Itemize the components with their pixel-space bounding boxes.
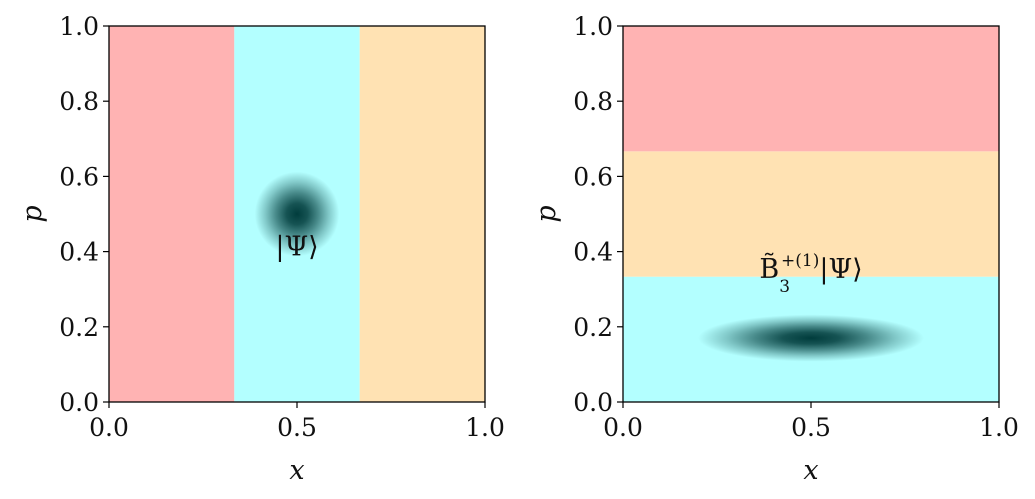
y-tick-label: 0.4	[59, 238, 99, 267]
y-tick-label: 0.8	[573, 87, 613, 116]
y-tick-label: 1.0	[573, 12, 613, 41]
region-0	[109, 26, 235, 402]
x-axis-label: x	[803, 455, 818, 486]
wavepacket-blob	[254, 171, 340, 257]
y-tick-label: 1.0	[59, 12, 99, 41]
operator-symbol: B̃	[759, 252, 779, 285]
operator-superscript: +(1)	[781, 251, 819, 271]
y-tick-label: 0.6	[573, 162, 613, 191]
left-panel: 0.0 0.5 1.0 0.0 0.2 0.4 0.6 0.8 1.0 x p |Ψ⟩	[17, 12, 505, 486]
right-panel: 0.0 0.5 1.0 0.0 0.2 0.4 0.6 0.8 1.0 x p B̃3 +(1)|Ψ⟩	[531, 12, 1019, 486]
x-tick-label: 0.0	[89, 413, 129, 442]
y-tick-label: 0.6	[59, 162, 99, 191]
region-2	[623, 26, 999, 152]
x-tick-label: 1.0	[979, 413, 1019, 442]
y-tick-label: 0.4	[573, 238, 613, 267]
region-1	[623, 151, 999, 277]
x-tick-label: 0.0	[603, 413, 643, 442]
x-tick-label: 0.5	[277, 413, 317, 442]
y-tick-label: 0.0	[59, 388, 99, 417]
y-tick-label: 0.0	[573, 388, 613, 417]
operator-subscript: 3	[779, 277, 790, 297]
state-annotation: |Ψ⟩	[275, 231, 318, 262]
y-axis-label: p	[531, 205, 562, 222]
ket-symbol: |Ψ⟩	[819, 254, 862, 285]
region-2	[359, 26, 485, 402]
y-axis-label: p	[17, 205, 48, 222]
wavepacket-blob	[698, 314, 924, 362]
x-axis-label: x	[289, 455, 304, 486]
y-tick-label: 0.2	[59, 313, 99, 342]
x-tick-label: 1.0	[465, 413, 505, 442]
x-tick-label: 0.5	[791, 413, 831, 442]
state-annotation: B̃3 +(1)|Ψ⟩	[759, 251, 862, 297]
y-tick-label: 0.8	[59, 87, 99, 116]
y-tick-label: 0.2	[573, 313, 613, 342]
